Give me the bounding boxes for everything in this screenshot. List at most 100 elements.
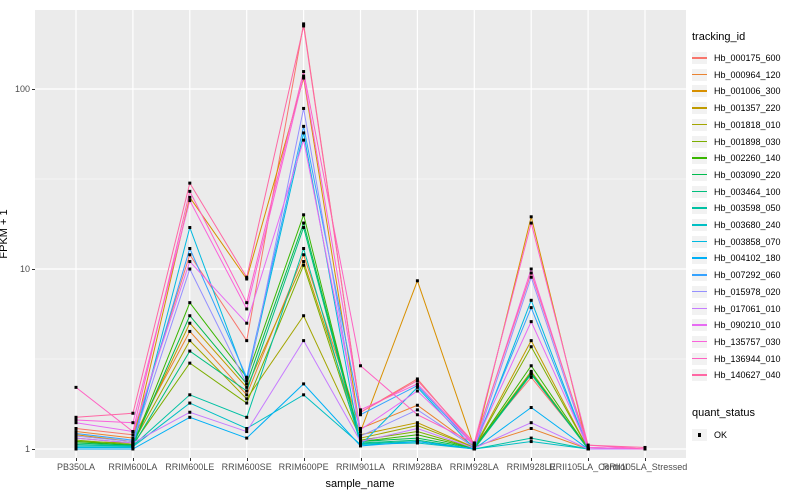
legend-key-line [692, 73, 707, 76]
data-point [131, 436, 135, 440]
legend-item-label: Hb_090210_010 [714, 320, 781, 331]
x-tick-mark [360, 458, 362, 461]
data-point [529, 306, 533, 310]
data-point [245, 375, 249, 379]
x-tick-mark [474, 458, 476, 461]
data-point [74, 445, 78, 449]
x-tick-label-RRIM928BA: RRIM928BA [392, 462, 443, 472]
data-point [188, 260, 192, 264]
legend-key-line [692, 157, 707, 159]
data-point [245, 401, 249, 405]
legend-key-line [692, 290, 707, 293]
data-point [529, 221, 533, 225]
data-point [188, 401, 192, 405]
legend-key-line [692, 173, 707, 176]
data-point [529, 275, 533, 279]
legend-key-swatch [692, 252, 707, 265]
data-point [415, 433, 419, 437]
x-tick-label-RRIM928LE: RRIM928LE [506, 462, 556, 472]
data-point [245, 379, 249, 383]
data-point [302, 260, 306, 264]
legend-key-line [692, 224, 707, 226]
x-tick-mark [645, 458, 646, 461]
legend-key-swatch [692, 202, 707, 215]
legend: tracking_id Hb_000175_600 Hb_000964_120 Hb… [690, 0, 800, 500]
data-point [529, 440, 533, 444]
data-point [188, 339, 192, 343]
legend-key-swatch [692, 235, 707, 248]
data-point [302, 76, 306, 80]
data-point [359, 410, 362, 414]
data-point [302, 24, 306, 28]
legend-key-swatch [692, 319, 707, 332]
data-point [359, 444, 362, 448]
data-point [245, 385, 249, 389]
data-point [529, 215, 533, 219]
data-point [415, 436, 419, 440]
data-point [302, 253, 306, 257]
legend-item-label: Hb_001818_010 [714, 119, 781, 130]
legend-key-swatch [692, 429, 707, 441]
legend-item-label: Hb_015978_020 [714, 286, 781, 297]
legend-item-label: Hb_007292_060 [714, 270, 781, 281]
data-point [74, 415, 78, 419]
data-point [188, 195, 192, 199]
data-point [245, 436, 249, 440]
legend-item-label: Hb_136944_010 [714, 353, 781, 364]
y-tick-mark [32, 89, 35, 90]
data-point [188, 329, 192, 333]
data-point [415, 377, 419, 381]
legend-item-label: Hb_003680_240 [714, 220, 781, 230]
legend-key-swatch [692, 219, 707, 231]
x-tick-label-RRIM600LA: RRIM600LA [108, 462, 158, 472]
legend-key-swatch [692, 168, 707, 181]
legend-key-line [692, 123, 707, 126]
legend-item-label: Hb_003090_220 [714, 169, 781, 180]
data-point [302, 124, 306, 128]
data-point [131, 445, 135, 449]
data-point [245, 393, 249, 397]
data-point [415, 408, 419, 412]
data-point [529, 320, 533, 324]
data-point [302, 221, 306, 225]
legend-key-swatch [692, 52, 707, 64]
data-point [359, 434, 362, 438]
x-tick-label-RRIM928LA: RRIM928LA [449, 462, 499, 472]
legend-key-line [692, 274, 707, 276]
data-point [74, 430, 78, 434]
legend-item-label: OK [714, 430, 728, 440]
y-tick-label: 10 [19, 264, 30, 274]
x-tick-label-RRIM901LA: RRIM901LA [335, 462, 386, 472]
data-point [529, 406, 533, 410]
data-point [302, 138, 306, 142]
data-point [415, 426, 419, 430]
data-point [359, 440, 362, 444]
data-point [245, 301, 249, 305]
data-point [529, 436, 533, 440]
x-tick-mark [588, 458, 590, 461]
legend-key-line [692, 340, 707, 343]
legend-item-label: Hb_017061_010 [714, 303, 781, 314]
data-point [359, 413, 362, 417]
data-point [188, 253, 192, 257]
data-point [302, 246, 306, 250]
data-point [74, 421, 78, 425]
data-point [415, 384, 419, 388]
data-point [74, 431, 78, 435]
legend-key-swatch [692, 302, 707, 315]
data-point [188, 410, 192, 414]
y-axis-title: FPKM + 1 [0, 209, 10, 259]
legend-item-label: Hb_003464_100 [714, 186, 781, 197]
data-point [643, 445, 647, 449]
plot-panel [35, 10, 686, 458]
x-tick-mark [531, 458, 533, 461]
data-point [245, 277, 249, 281]
data-point [74, 436, 78, 440]
data-point [188, 415, 192, 419]
data-point [245, 382, 249, 386]
data-point [415, 385, 419, 389]
legend-key-line [692, 307, 707, 310]
data-point [415, 424, 419, 428]
data-point [245, 397, 249, 401]
legend-key-swatch [692, 285, 707, 298]
